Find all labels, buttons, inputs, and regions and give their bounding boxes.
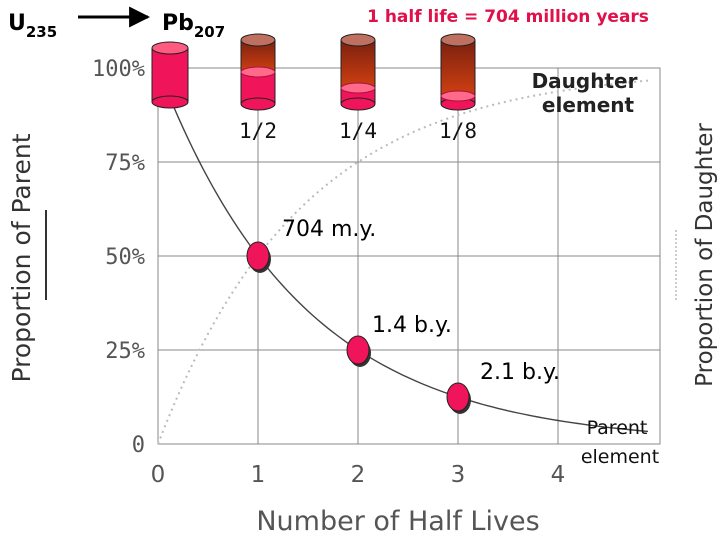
marker-0: 704 m.y. (246, 217, 376, 273)
y-axis-label-left: Proportion of Parent (7, 133, 36, 382)
parent-element-label: Parent element (581, 417, 659, 468)
cylinders-group: 1/2 1/4 1/8 (151, 33, 477, 143)
cylinder-2: 1/4 (339, 33, 377, 143)
parent-point-3 (307, 310, 309, 312)
marker-label-1: 1.4 b.y. (372, 313, 452, 338)
cylinder-3: 1/8 (439, 33, 477, 143)
daughter-point-1 (207, 333, 209, 335)
marker-2: 2.1 b.y. (446, 360, 560, 414)
grid (158, 67, 660, 444)
x-tick-label-1: 1 (251, 462, 266, 488)
marker-label-2: 2.1 b.y. (480, 360, 560, 385)
cylinder-label-1: 1/2 (239, 119, 277, 143)
y-tick-label-0: 0 (132, 433, 145, 458)
daughter-point-3 (307, 200, 309, 202)
x-tick-label-0: 0 (151, 462, 166, 488)
daughter-point-4 (357, 161, 359, 163)
parent-curve (157, 67, 649, 433)
y-tick-label-2: 50% (105, 245, 145, 270)
daughter-point-0 (157, 443, 159, 445)
y-tick-labels: 0 25% 50% 75% 100% (92, 57, 145, 458)
y-tick-label-3: 75% (105, 151, 145, 176)
daughter-element-label: Daughter element (532, 69, 645, 117)
x-axis-label: Number of Half Lives (256, 506, 539, 537)
x-tick-label-4: 4 (551, 462, 566, 488)
series-group (157, 67, 649, 445)
daughter-point-6 (457, 114, 459, 116)
cylinder-label-3: 1/8 (439, 119, 477, 143)
y-tick-label-4: 100% (92, 57, 145, 82)
markers-group: 704 m.y. 1.4 b.y. 2.1 b.y. (246, 217, 560, 414)
parent-point-8 (557, 420, 559, 422)
daughter-curve (157, 79, 649, 445)
y-axis-label-right: Proportion of Daughter (692, 123, 718, 387)
daughter-point-5 (407, 134, 409, 136)
parent-point-7 (507, 410, 509, 412)
marker-1: 1.4 b.y. (346, 313, 452, 367)
daughter-point-7 (507, 100, 509, 102)
x-tick-label-3: 3 (451, 462, 466, 488)
parent-point-1 (207, 177, 209, 179)
marker-label-0: 704 m.y. (282, 217, 376, 242)
cylinder-label-2: 1/4 (339, 119, 377, 143)
parent-isotope: U235 (8, 11, 57, 41)
parent-point-5 (407, 376, 409, 378)
cylinder-0 (151, 41, 189, 109)
x-tick-labels: 0 1 2 3 4 (151, 462, 566, 488)
daughter-isotope: Pb207 (162, 11, 225, 41)
cylinder-1: 1/2 (239, 33, 277, 143)
y-tick-label-1: 25% (105, 339, 145, 364)
x-tick-label-2: 2 (351, 462, 366, 488)
half-life-note: 1 half life = 704 million years (367, 7, 649, 27)
